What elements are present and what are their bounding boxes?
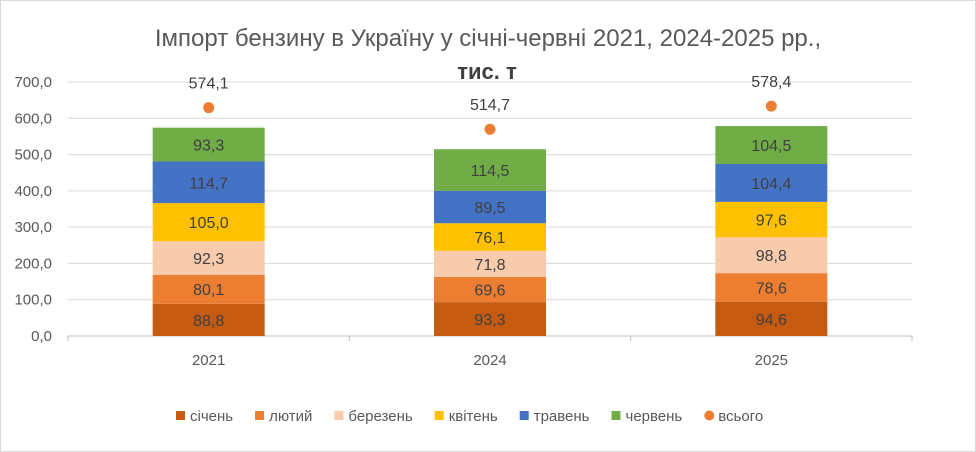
legend-label: лютий: [269, 408, 312, 425]
legend-label: всього: [718, 408, 763, 425]
bar-segment: [152, 161, 265, 204]
bar-segment: [434, 302, 546, 336]
bar-segment: [434, 276, 546, 303]
bar-segment: [715, 273, 828, 302]
x-tick-label: 2025: [755, 352, 788, 369]
data-label: 114,7: [189, 175, 228, 192]
legend-label: травень: [534, 408, 590, 425]
total-marker: [203, 102, 215, 114]
data-label: 104,5: [751, 138, 791, 155]
data-label: 93,3: [193, 138, 224, 155]
legend-swatch: [519, 411, 529, 420]
bar-segment: [152, 241, 265, 275]
legend-label: січень: [190, 408, 233, 425]
data-label: 98,8: [756, 248, 787, 265]
y-tick-label: 0,0: [31, 328, 52, 345]
bar-segment: [715, 237, 828, 274]
legend-swatch: [334, 411, 344, 420]
data-label: 105,0: [189, 215, 229, 232]
bar-segment: [152, 303, 265, 336]
legend: січень лютий березень квітень травень червень…: [176, 408, 763, 425]
total-label: 578,4: [751, 74, 791, 91]
data-label: 78,6: [756, 280, 787, 297]
bar-segment: [434, 149, 546, 191]
bar-segment: [434, 223, 546, 251]
total-marker: [484, 123, 496, 135]
y-tick-label: 500,0: [14, 147, 52, 164]
data-label: 93,3: [474, 312, 505, 329]
y-tick-label: 200,0: [14, 255, 52, 272]
legend-swatch: [255, 411, 265, 420]
bar-segment: [152, 274, 265, 304]
data-label: 97,6: [756, 213, 787, 230]
bar-segment: [152, 203, 265, 242]
legend-marker: [704, 410, 715, 421]
y-tick-label: 700,0: [14, 74, 52, 91]
total-label: 514,7: [470, 97, 510, 114]
x-tick-label: 2021: [192, 352, 225, 369]
chart-title: Імпорт бензину в Україну у січні-червні …: [155, 25, 821, 52]
total-label: 574,1: [189, 76, 229, 93]
bars: 88,8 80,1 92,3 105,0 114,7 93,3 93,3 69,6 71,8 76…: [152, 126, 828, 336]
legend-label: червень: [626, 408, 683, 425]
bar-segment: [715, 126, 828, 165]
x-tick-label: 2024: [473, 352, 506, 369]
legend-label: березень: [348, 408, 412, 425]
legend-label: квітень: [449, 408, 498, 425]
bar-segment: [152, 127, 265, 162]
bar-segment: [434, 250, 546, 277]
bar-segment: [434, 190, 546, 224]
y-tick-label: 300,0: [14, 219, 52, 236]
data-label: 89,5: [474, 200, 505, 217]
data-label: 71,8: [474, 257, 505, 274]
legend-swatch: [176, 411, 185, 420]
data-label: 69,6: [474, 283, 505, 300]
data-label: 104,4: [751, 176, 791, 193]
legend-swatch: [434, 411, 444, 420]
data-label: 114,5: [471, 163, 510, 180]
y-axis: 0,0 100,0 200,0 300,0 400,0 500,0 600,0 700,0: [14, 74, 52, 345]
legend-swatch: [611, 411, 621, 420]
data-label: 94,6: [756, 312, 787, 329]
y-tick-label: 600,0: [14, 110, 52, 127]
bar-segment: [715, 201, 828, 238]
bar-segment: [715, 164, 828, 202]
total-marker: [765, 100, 777, 112]
data-label: 88,8: [193, 313, 224, 330]
x-axis: 2021 2024 2025: [67, 336, 913, 369]
chart-subtitle: тис. т: [457, 59, 517, 84]
totals-markers: 574,1 514,7 578,4: [189, 74, 791, 135]
y-tick-label: 400,0: [14, 183, 52, 200]
y-tick-label: 100,0: [14, 292, 52, 309]
bar-segment: [715, 301, 828, 336]
data-label: 80,1: [193, 282, 224, 299]
data-label: 92,3: [193, 251, 224, 268]
data-label: 76,1: [474, 230, 505, 247]
